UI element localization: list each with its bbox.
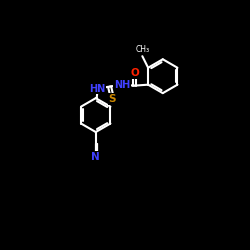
Text: O: O: [130, 68, 139, 78]
Text: HN: HN: [90, 84, 106, 94]
Text: N: N: [91, 152, 100, 162]
Text: NH: NH: [114, 80, 130, 90]
Text: S: S: [109, 94, 116, 104]
Text: CH₃: CH₃: [135, 45, 150, 54]
